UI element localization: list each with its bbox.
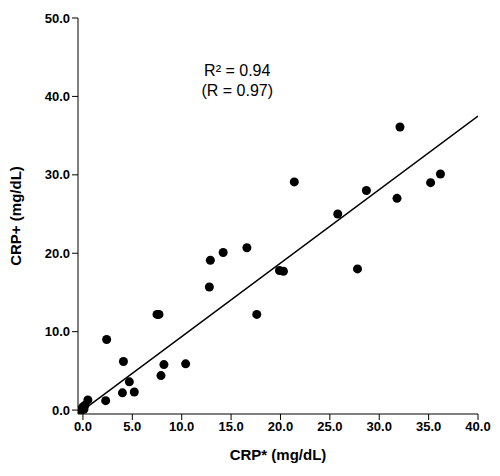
svg-text:30.0: 30.0 xyxy=(367,419,392,434)
svg-text:35.0: 35.0 xyxy=(416,419,441,434)
svg-text:20.0: 20.0 xyxy=(268,419,293,434)
svg-text:CRP+ (mg/dL): CRP+ (mg/dL) xyxy=(8,166,24,266)
svg-text:25.0: 25.0 xyxy=(317,419,342,434)
html-text:(R = 0.97): (R = 0.97) xyxy=(201,82,273,100)
svg-text:40.0: 40.0 xyxy=(465,419,490,434)
svg-text:0.0: 0.0 xyxy=(74,419,92,434)
svg-text:10.0: 10.0 xyxy=(45,324,70,339)
svg-text:40.0: 40.0 xyxy=(45,89,70,104)
svg-text:20.0: 20.0 xyxy=(45,246,70,261)
svg-text:5.0: 5.0 xyxy=(123,419,141,434)
svg-text:CRP* (mg/dL): CRP* (mg/dL) xyxy=(230,446,327,463)
svg-text:30.0: 30.0 xyxy=(45,167,70,182)
svg-text:50.0: 50.0 xyxy=(45,11,70,26)
svg-text:15.0: 15.0 xyxy=(218,419,243,434)
svg-text:10.0: 10.0 xyxy=(169,419,194,434)
html-text:R² = 0.94: R² = 0.94 xyxy=(204,62,271,80)
svg-text:0.0: 0.0 xyxy=(52,403,70,418)
